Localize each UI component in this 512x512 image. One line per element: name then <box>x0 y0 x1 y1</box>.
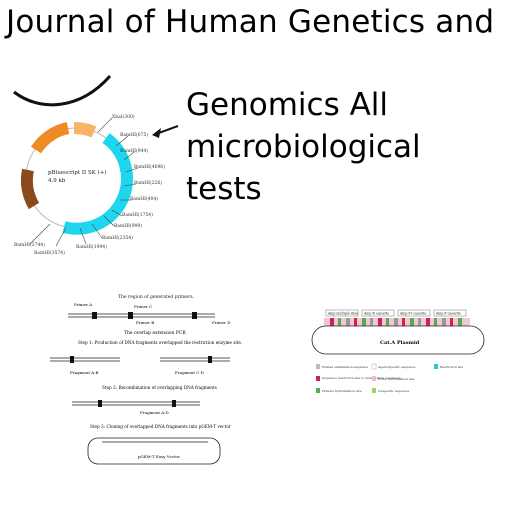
legend-item: Human stabilization sequence <box>322 365 368 369</box>
step0-label: The overlap extension PCR <box>124 330 186 336</box>
cat-tab-label: Amp F cassette <box>435 312 461 316</box>
legend-item: Restriction site <box>440 365 463 369</box>
fragment-cd-label: Fragment C-D <box>175 370 204 375</box>
legend-item: Probe hybridization site <box>378 377 415 381</box>
cat-tab-label: Amp multiple sites <box>327 312 359 316</box>
journal-title-line1: Journal of Human Genetics and <box>6 4 495 40</box>
legend-item: Sequence restriction site to deliver DNA… <box>322 376 401 380</box>
primer-c-label: Primer C <box>134 304 152 309</box>
title-line3: microbiological <box>186 129 421 165</box>
pointer-arrow-icon <box>152 125 179 138</box>
fragment-ab-label: Fragment A-B <box>70 370 98 375</box>
site-label: BamHI(1754) <box>122 211 153 218</box>
primer-a-label: Primer A <box>74 302 92 307</box>
journal-title-continuation: Genomics All microbiological tests <box>186 84 421 210</box>
vector-label: pGEM-T Easy Vector <box>138 454 180 459</box>
title-line2: Genomics All <box>186 87 388 123</box>
legend-item: Agent-Specific sequence <box>377 365 416 369</box>
site-label: BamHI(226) <box>134 179 162 186</box>
site-label: BamHI(944) <box>120 147 148 154</box>
cat-tab-label: Amp Fr cassette <box>399 312 427 316</box>
site-label: XbaI(300) <box>112 113 135 120</box>
plasmid-map-figure: XbaI(300) BamHI(675) BamHI(944) BamHI(46… <box>14 113 165 256</box>
step2-label: Step 2: Recombination of overlapping DNA… <box>102 385 217 390</box>
title-line4: tests <box>186 171 262 207</box>
decorative-curve <box>13 75 112 107</box>
cat-tab-label: Amp R cassette <box>363 312 389 316</box>
site-label: BamHI(2744) <box>14 241 45 248</box>
cat-plasmid-name: Cat.A Plasmid <box>380 340 420 346</box>
site-label: BamHI(4696) <box>134 163 165 170</box>
fragment-ad-label: Fragment A-D <box>140 410 169 415</box>
legend-item: Primers hybridization site <box>322 389 362 393</box>
plasmid-segment-cyan <box>62 133 133 235</box>
site-label: BamHI(1994) <box>76 243 107 250</box>
flow-heading: The region of generated primers. <box>118 294 195 300</box>
plasmid-segment-brown <box>20 168 40 210</box>
primer-d-label: Primer D <box>212 320 230 325</box>
site-label: BamHI(2354) <box>102 234 133 241</box>
site-label: BamHI(404) <box>130 195 158 202</box>
step3-label: Step 3: Cloning of overlapped DNA fragme… <box>90 424 231 429</box>
site-label: BamHI(3574) <box>34 249 65 256</box>
cat-plasmid-diagram: Amp multiple sites Amp R cassette Amp Fr… <box>311 309 485 393</box>
site-label: BamHI(675) <box>120 131 148 138</box>
legend-item: Unspecific sequence <box>378 389 410 393</box>
step1-label: Step 1: Production of DNA fragments over… <box>78 340 242 345</box>
plasmid-segment-orange <box>30 122 70 154</box>
plasmid-size: 4.9 kb <box>48 178 66 184</box>
site-label: BamHI(999) <box>114 222 142 229</box>
plasmid-name: pBluescript II SK (+) <box>48 169 107 176</box>
primer-b-label: Primer B <box>136 320 154 325</box>
overlap-pcr-diagram: The region of generated primers. Primer … <box>50 294 242 465</box>
